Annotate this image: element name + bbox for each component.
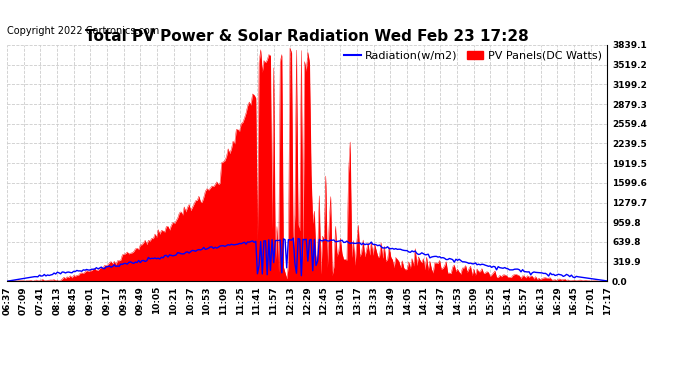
Legend: Radiation(w/m2), PV Panels(DC Watts): Radiation(w/m2), PV Panels(DC Watts) (339, 46, 606, 65)
Text: Copyright 2022 Cartronics.com: Copyright 2022 Cartronics.com (7, 26, 159, 36)
Title: Total PV Power & Solar Radiation Wed Feb 23 17:28: Total PV Power & Solar Radiation Wed Feb… (85, 29, 529, 44)
